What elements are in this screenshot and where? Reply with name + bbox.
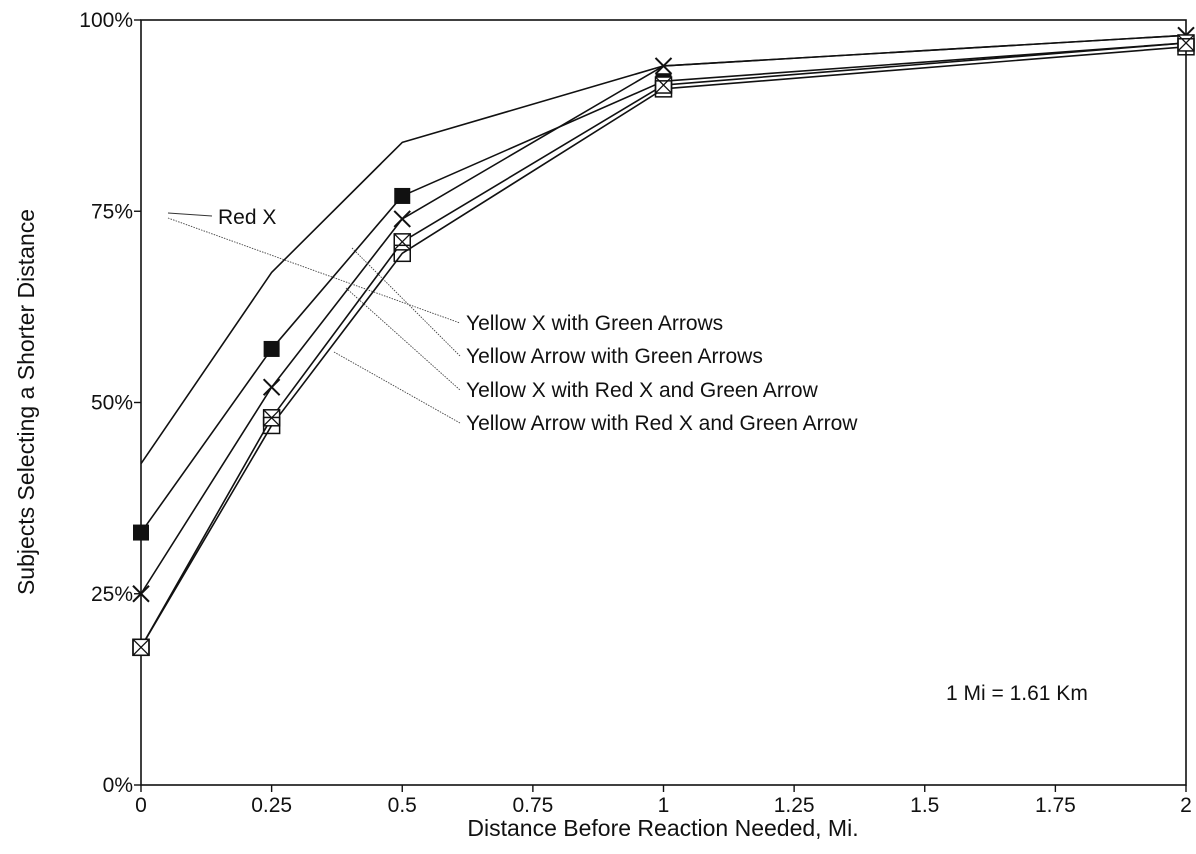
data-point	[132, 585, 150, 603]
x-tick-label: 1	[658, 794, 670, 817]
marker-open-square	[393, 244, 411, 263]
legend-label: Yellow X with Red X and Green Arrow	[466, 379, 819, 402]
legend-label: Yellow Arrow with Red X and Green Arrow	[466, 412, 858, 435]
data-point	[394, 187, 411, 204]
x-tick-label: 2	[1180, 794, 1192, 817]
marker-x-stroke	[1177, 34, 1195, 52]
marker-open-square	[1177, 38, 1195, 56]
y-tick-label: 100%	[79, 9, 133, 32]
legend-label: Red X	[218, 206, 276, 229]
marker-filled-square	[263, 340, 280, 357]
marker-filled-square	[133, 524, 149, 541]
data-point	[393, 244, 411, 263]
y-tick-label: 0%	[103, 774, 133, 797]
y-axis-title: Subjects Selecting a Shorter Distance	[13, 209, 39, 595]
y-tick-label: 50%	[91, 392, 133, 415]
data-point	[654, 76, 673, 94]
data-point	[262, 416, 281, 435]
marker-open-square	[654, 80, 673, 98]
axis-ticks: 0 0.25 0.5 0.75 1 1.25 1.5 1.75 2 0% 25% 50% 75% 100%	[79, 9, 1192, 817]
marker-x-stroke	[655, 76, 672, 94]
marker-x-stroke	[132, 638, 150, 656]
unit-conversion-note: 1 Mi = 1.61 Km	[946, 682, 1088, 705]
series-line-5	[140, 45, 1187, 648]
x-tick-label: 1.25	[774, 794, 815, 817]
data-point	[1177, 34, 1195, 52]
data-point	[263, 340, 280, 357]
series-line-2	[140, 42, 1187, 534]
marker-filled-square	[394, 187, 411, 204]
series-lines	[140, 34, 1187, 648]
x-tick-label: 1.75	[1035, 794, 1076, 817]
x-axis-title: Distance Before Reaction Needed, Mi.	[467, 815, 858, 841]
data-point	[132, 638, 150, 657]
legend-label: Yellow X with Green Arrows	[466, 312, 723, 335]
data-point	[393, 210, 411, 228]
x-tick-label: 0.25	[251, 794, 292, 817]
data-point	[133, 524, 149, 541]
legend-leader-line	[345, 287, 461, 391]
x-tick-label: 0.75	[512, 794, 553, 817]
data-point	[262, 378, 281, 396]
marker-x-stroke	[393, 210, 411, 228]
marker-x-stroke	[262, 378, 281, 396]
data-point	[393, 233, 411, 251]
x-tick-label: 0	[135, 794, 147, 817]
x-tick-label: 0.5	[388, 794, 417, 817]
legend-leader-line	[167, 217, 461, 324]
series-markers	[132, 26, 1195, 657]
data-point	[654, 80, 673, 98]
legend: Red X Yellow X with Green Arrows Yellow Ar…	[167, 206, 858, 435]
marker-x-stroke	[132, 585, 150, 603]
legend-leader-line	[167, 212, 213, 217]
plot-frame	[140, 19, 1187, 786]
marker-x-stroke	[393, 233, 411, 251]
marker-open-square	[262, 416, 281, 435]
marker-x-stroke	[654, 57, 673, 75]
legend-leader-line	[351, 247, 461, 357]
x-tick-label: 1.5	[910, 794, 939, 817]
marker-open-square	[132, 638, 150, 657]
legend-leader-line	[333, 351, 461, 424]
y-tick-label: 25%	[91, 583, 133, 606]
data-point	[1177, 38, 1195, 56]
y-tick-label: 75%	[91, 200, 133, 223]
data-point	[654, 57, 673, 75]
legend-label: Yellow Arrow with Green Arrows	[466, 345, 763, 368]
data-point	[132, 638, 150, 657]
